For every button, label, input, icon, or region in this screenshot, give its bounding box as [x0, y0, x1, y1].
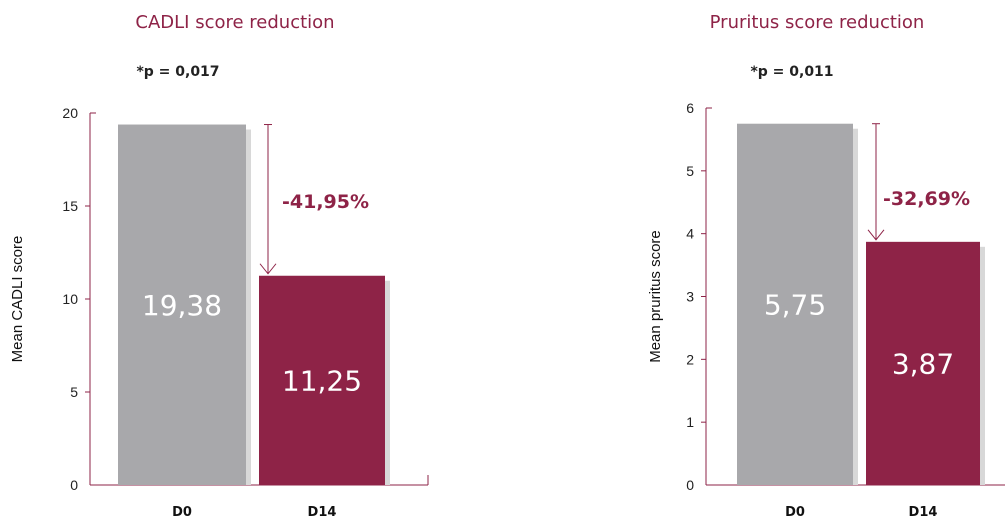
- y-axis-label: Mean pruritus score: [647, 230, 664, 363]
- y-tick-label: 4: [686, 226, 694, 242]
- y-tick-label: 15: [62, 198, 78, 214]
- y-axis-label: Mean CADLI score: [9, 236, 26, 363]
- y-tick-label: 0: [686, 477, 694, 493]
- arrow-head: [259, 263, 277, 275]
- chart-panel-1: CADLI score reduction *p = 0,017 0 5 10 15 20 M…: [9, 12, 429, 520]
- y-tick-label: 10: [62, 291, 78, 307]
- bar-d14: [866, 241, 980, 485]
- bar-value-label: 19,38: [142, 289, 222, 322]
- reduction-label: -32,69%: [883, 188, 970, 210]
- bar-value-label: 5,75: [764, 288, 826, 321]
- x-tick-label: D14: [909, 505, 938, 520]
- y-tick-label: 1: [686, 414, 694, 430]
- arrow-head: [867, 229, 885, 241]
- y-tick-label: 6: [686, 100, 694, 116]
- p-value-annotation: *p = 0,011: [750, 64, 833, 80]
- y-tick-label: 2: [686, 351, 694, 367]
- chart-title: Pruritus score reduction: [710, 12, 925, 33]
- x-tick-label: D0: [785, 505, 805, 520]
- bar-d14: [259, 275, 385, 485]
- y-tick-label: 3: [686, 289, 694, 305]
- y-tick-label: 0: [70, 477, 78, 493]
- chart-panel-2: Pruritus score reduction *p = 0,011 0 1 2 3 4 5…: [647, 12, 1005, 520]
- y-tick-label: 5: [70, 384, 78, 400]
- p-value-annotation: *p = 0,017: [136, 64, 219, 80]
- x-tick-label: D0: [172, 505, 192, 520]
- reduction-label: -41,95%: [282, 191, 369, 213]
- bar-d0: [737, 123, 853, 485]
- chart-title: CADLI score reduction: [135, 12, 334, 33]
- y-tick-label: 5: [686, 163, 694, 179]
- bar-value-label: 11,25: [282, 364, 362, 397]
- y-tick-label: 20: [62, 105, 78, 121]
- bar-value-label: 3,87: [892, 347, 954, 380]
- bar-d0: [118, 124, 246, 486]
- x-tick-label: D14: [308, 505, 337, 520]
